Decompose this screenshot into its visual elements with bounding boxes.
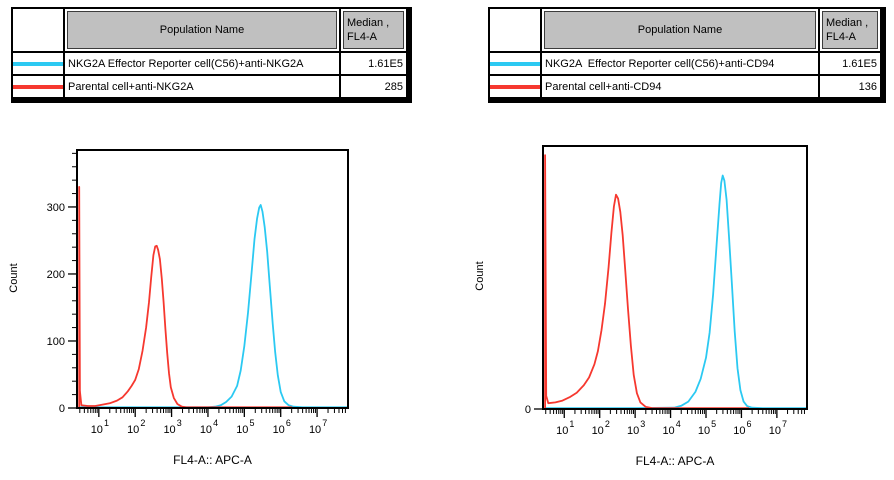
legend-row-swatch-cell xyxy=(490,76,540,97)
plot-border xyxy=(76,149,349,409)
y-axis-tick-label: 200 xyxy=(47,269,65,281)
y-axis-label: Count xyxy=(474,261,486,291)
x-axis-label: FL4-A:: APC-A xyxy=(173,453,252,467)
x-axis-tick-label: 101 xyxy=(556,419,574,437)
legend-row-swatch-cell xyxy=(490,53,540,74)
y-axis-tick-label: 0 xyxy=(525,404,531,416)
legend-header-median-cell: Median , FL4-A xyxy=(820,9,880,51)
x-axis-tick-label: 104 xyxy=(200,418,218,436)
column-header-median: Median , FL4-A xyxy=(343,11,404,49)
y-axis-label: Count xyxy=(8,263,20,293)
series-swatch-cyan xyxy=(13,61,63,66)
y-axis-tick-label: 300 xyxy=(47,202,65,214)
legend-header-swatch-spacer xyxy=(490,9,540,51)
median-header-line1: Median , xyxy=(826,17,869,29)
median-header-line2: FL4-A xyxy=(347,31,377,43)
legend-table-right: Population Name Median , FL4-A NKG2A Eff… xyxy=(488,7,886,103)
x-axis-tick-label: 106 xyxy=(733,419,751,437)
median-value-cell: 285 xyxy=(341,76,406,97)
histogram-plot-left: 101 102 103 104 105 106 107 0 100 200 300 Count FL… xyxy=(0,140,460,480)
series-swatch-red xyxy=(490,84,540,89)
x-axis-tick-label: 105 xyxy=(236,418,254,436)
x-axis-tick-label: 105 xyxy=(698,419,716,437)
histogram-curve-red xyxy=(78,186,293,409)
legend-table-left: Population Name Median , FL4-A NKG2A Eff… xyxy=(11,7,412,103)
x-axis-tick-label: 102 xyxy=(592,419,610,437)
legend-header-median-cell: Median , FL4-A xyxy=(341,9,406,51)
series-swatch-cyan xyxy=(490,61,540,66)
histogram-curve-red xyxy=(544,154,750,410)
x-axis-tick-label: 104 xyxy=(662,419,680,437)
legend-header-population-cell: Population Name xyxy=(65,9,339,51)
legend-row-swatch-cell xyxy=(13,53,63,74)
population-name-cell: Parental cell+anti-CD94 xyxy=(542,76,818,97)
x-axis-tick-label: 103 xyxy=(163,418,181,436)
histogram-curve-cyan xyxy=(78,204,349,409)
x-axis-label: FL4-A:: APC-A xyxy=(635,454,715,468)
legend-row-swatch-cell xyxy=(13,76,63,97)
series-swatch-red xyxy=(13,84,63,89)
median-header-line2: FL4-A xyxy=(826,31,856,43)
plot-border xyxy=(542,145,808,410)
y-axis-tick-label: 100 xyxy=(47,336,65,348)
median-header-line1: Median , xyxy=(347,17,390,29)
histogram-curve-cyan xyxy=(544,174,808,410)
column-header-population-name: Population Name xyxy=(544,11,816,49)
histogram-plot-right: 101 102 103 104 105 106 107 0 Count FL4-A:: APC… xyxy=(466,136,894,476)
population-name-cell: Parental cell+anti-NKG2A xyxy=(65,76,339,97)
population-name-cell: NKG2A Effector Reporter cell(C56)+anti-C… xyxy=(542,53,818,74)
x-axis-tick-label: 102 xyxy=(127,418,145,436)
median-value-cell: 1.61E5 xyxy=(820,53,880,74)
legend-header-swatch-spacer xyxy=(13,9,63,51)
y-axis-tick-label: 0 xyxy=(59,403,65,415)
histogram-left-canvas: 101 102 103 104 105 106 107 0 100 200 300 xyxy=(47,149,349,436)
median-value-cell: 1.61E5 xyxy=(341,53,406,74)
population-name-cell: NKG2A Effector Reporter cell(C56)+anti-N… xyxy=(65,53,339,74)
x-axis-tick-label: 107 xyxy=(309,418,327,436)
x-axis-tick-label: 101 xyxy=(91,418,109,436)
x-axis-tick-label: 103 xyxy=(627,419,645,437)
histogram-right-canvas: 101 102 103 104 105 106 107 0 xyxy=(525,145,808,437)
x-axis-tick-label: 107 xyxy=(769,419,787,437)
median-value-cell: 136 xyxy=(820,76,880,97)
column-header-median: Median , FL4-A xyxy=(822,11,878,49)
column-header-population-name: Population Name xyxy=(67,11,337,49)
x-axis-tick-label: 106 xyxy=(273,418,291,436)
legend-header-population-cell: Population Name xyxy=(542,9,818,51)
